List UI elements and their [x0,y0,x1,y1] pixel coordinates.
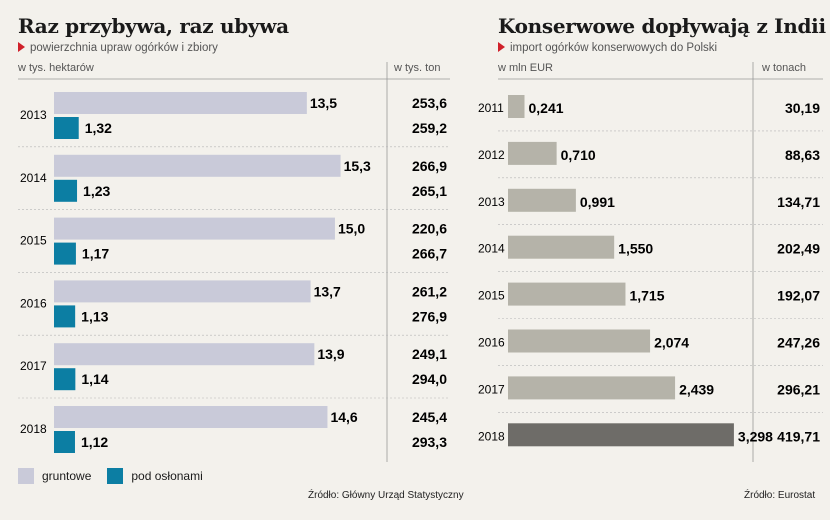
bar-oslony [54,305,76,328]
year-label: 2015 [478,289,505,303]
right-subtitle-text: import ogórków konserwowych do Polski [510,42,718,54]
bar-label-import: 0,991 [580,194,615,210]
right-chart-panel: Konserwowe dopływają z Indii import ogór… [478,0,830,520]
bar-gruntowe [54,154,341,177]
year-label: 2015 [20,234,47,248]
bar-label-oslony: 1,17 [82,246,109,262]
tons-value-import: 296,21 [777,381,820,397]
bar-label-oslony: 1,14 [81,371,108,387]
bar-gruntowe [54,406,328,428]
bar-oslony [54,117,79,139]
bar-import [508,95,525,118]
year-label: 2017 [478,382,505,396]
tons-value-gruntowe: 266,9 [412,158,447,174]
bar-import [508,188,576,212]
tons-value-import: 134,71 [777,194,820,210]
left-chart-subtitle: powierzchnia upraw ogórków i zbiory [18,42,218,54]
year-label: 2013 [20,108,47,122]
bar-gruntowe [54,280,311,303]
bar-import [508,376,676,400]
right-bar-chart: 2011 0,241 30,19 2012 0,710 88,63 2013 0,991 134… [478,62,823,462]
tons-value-import: 247,26 [777,335,820,351]
year-label: 2014 [478,242,505,256]
year-label: 2011 [478,101,504,115]
tons-value-oslony: 265,1 [412,183,447,199]
bar-label-gruntowe: 15,3 [344,158,371,174]
tons-value-oslony: 276,9 [412,308,447,324]
tons-value-import: 192,07 [777,288,820,304]
left-col-hectares-label: w tys. hektarów [18,62,94,74]
tons-value-gruntowe: 220,6 [412,221,447,237]
bar-label-import: 0,710 [561,147,596,163]
bar-label-gruntowe: 13,7 [314,283,341,299]
tons-value-import: 30,19 [785,100,820,116]
tons-value-gruntowe: 253,6 [412,95,447,111]
tons-value-oslony: 293,3 [412,434,447,450]
bar-label-oslony: 1,12 [81,434,108,450]
bar-label-gruntowe: 13,5 [310,95,337,111]
bar-label-gruntowe: 13,9 [317,346,344,362]
tons-value-gruntowe: 245,4 [412,409,447,425]
bar-label-gruntowe: 14,6 [330,409,357,425]
bar-label-import: 2,074 [654,335,689,351]
year-label: 2013 [478,195,505,209]
bar-oslony [54,179,78,202]
bar-label-import: 3,298 [738,428,773,444]
bar-import [508,329,651,353]
tons-value-oslony: 259,2 [412,120,447,136]
bar-label-oslony: 1,23 [83,183,110,199]
tons-value-import: 202,49 [777,241,820,257]
bar-gruntowe [54,92,307,114]
tons-value-oslony: 294,0 [412,371,447,387]
year-label: 2014 [20,171,47,185]
bar-gruntowe [54,217,335,240]
right-col-eur-label: w mln EUR [498,62,554,74]
year-label: 2018 [20,422,47,436]
left-bar-chart: 2013 13,5 1,32 253,6 259,2 2014 15,3 1,23 266,9 2… [18,62,450,462]
bar-label-oslony: 1,32 [85,120,112,136]
left-subtitle-text: powierzchnia upraw ogórków i zbiory [30,42,218,54]
year-label: 2018 [478,429,505,443]
year-label: 2017 [20,359,47,373]
year-label: 2016 [478,336,505,350]
legend-swatch-gruntowe [18,468,34,484]
bar-oslony [54,431,75,453]
bar-label-import: 1,715 [629,288,664,304]
bar-import [508,423,734,447]
legend-item-gruntowe: gruntowe [18,468,91,484]
legend-label-gruntowe: gruntowe [42,469,92,483]
legend-label-oslony: pod osłonami [131,469,203,483]
right-chart-subtitle: import ogórków konserwowych do Polski [498,42,717,54]
left-chart-panel: Raz przybywa, raz ubywa powierzchnia upr… [18,14,464,501]
red-triangle-icon [18,42,25,52]
legend-item-oslony: pod osłonami [107,468,203,484]
bar-label-import: 0,241 [529,100,564,116]
bar-oslony [54,368,76,391]
tons-value-gruntowe: 261,2 [412,283,447,299]
year-label: 2016 [20,296,47,310]
left-chart-title: Raz przybywa, raz ubywa [18,14,289,38]
right-chart-title: Konserwowe dopływają z Indii [498,14,826,38]
bar-import [508,282,626,306]
bar-label-import: 2,439 [679,381,714,397]
bar-import [508,235,615,259]
tons-value-oslony: 266,7 [412,246,447,262]
right-col-tons-label: w tonach [762,62,807,74]
legend-swatch-oslony [107,468,124,484]
left-col-tons-label: w tys. ton [394,62,441,74]
bar-label-oslony: 1,13 [81,308,108,324]
tons-value-import: 419,71 [777,428,820,444]
bar-label-import: 1,550 [618,241,653,257]
right-source: Źródło: Eurostat [744,490,816,501]
red-triangle-icon [498,42,505,52]
bar-gruntowe [54,343,315,366]
bar-import [508,141,557,165]
left-source: Źródło: Główny Urząd Statystyczny [308,490,464,501]
tons-value-gruntowe: 249,1 [412,346,447,362]
bar-oslony [54,242,76,265]
tons-value-import: 88,63 [785,147,820,163]
left-legend: gruntowe pod osłonami [18,468,219,484]
bar-label-gruntowe: 15,0 [338,221,365,237]
year-label: 2012 [478,148,505,162]
